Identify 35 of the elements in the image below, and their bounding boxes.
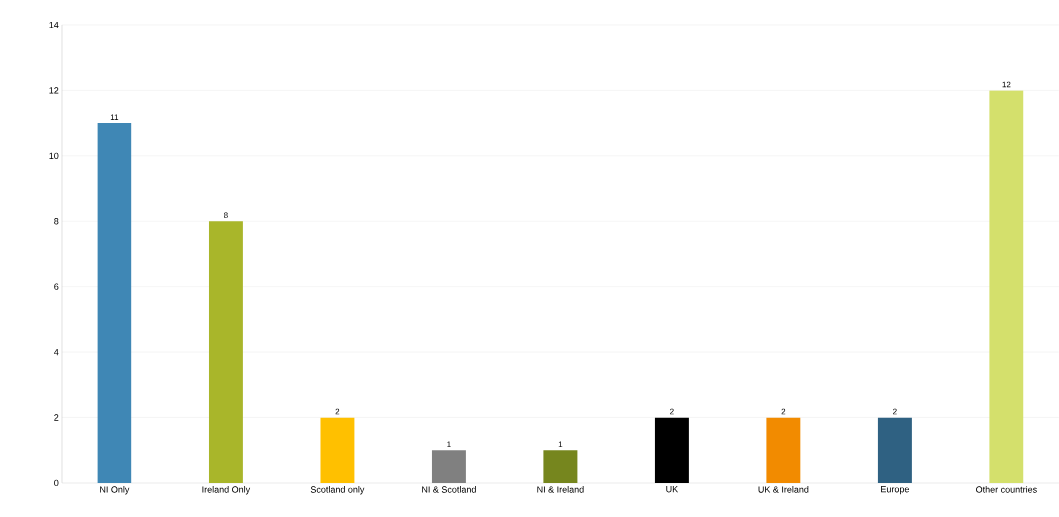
x-tick-label: Other countries (976, 486, 1037, 493)
x-tick-label: UK (666, 486, 679, 493)
data-label: 1 (447, 441, 451, 448)
y-tick-label: 10 (49, 152, 59, 160)
y-tick-label: 8 (54, 218, 59, 225)
x-tick-label: NI & Ireland (537, 486, 584, 493)
data-label: 2 (893, 408, 897, 415)
data-label: 12 (1002, 81, 1011, 88)
y-tick-label: 6 (54, 283, 59, 290)
bar (320, 417, 355, 483)
data-label: 2 (781, 408, 786, 415)
x-tick-label: Europe (881, 486, 910, 495)
data-label: 11 (110, 114, 119, 120)
bar (208, 221, 243, 483)
bar (543, 450, 578, 483)
x-tick-label: NI Only (100, 486, 130, 495)
bar (766, 417, 801, 483)
bar (431, 450, 466, 483)
y-tick-label: 4 (54, 349, 59, 356)
y-tick-label: 2 (54, 414, 59, 421)
data-label: 1 (558, 441, 563, 448)
x-tick-label: Scotland only (310, 486, 365, 495)
x-tick-label: NI & Scotland (422, 486, 476, 493)
y-tick-label: 14 (49, 21, 59, 29)
x-tick-label: Ireland Only (202, 486, 251, 495)
bar (97, 123, 132, 483)
y-tick-label: 0 (54, 479, 59, 487)
bar (989, 90, 1024, 483)
y-tick-label: 12 (49, 87, 59, 94)
bar (654, 417, 689, 483)
data-label: 2 (335, 408, 340, 415)
bar (877, 417, 912, 483)
data-label: 8 (224, 212, 228, 219)
data-label: 2 (670, 408, 674, 415)
x-tick-label: UK & Ireland (758, 486, 809, 493)
